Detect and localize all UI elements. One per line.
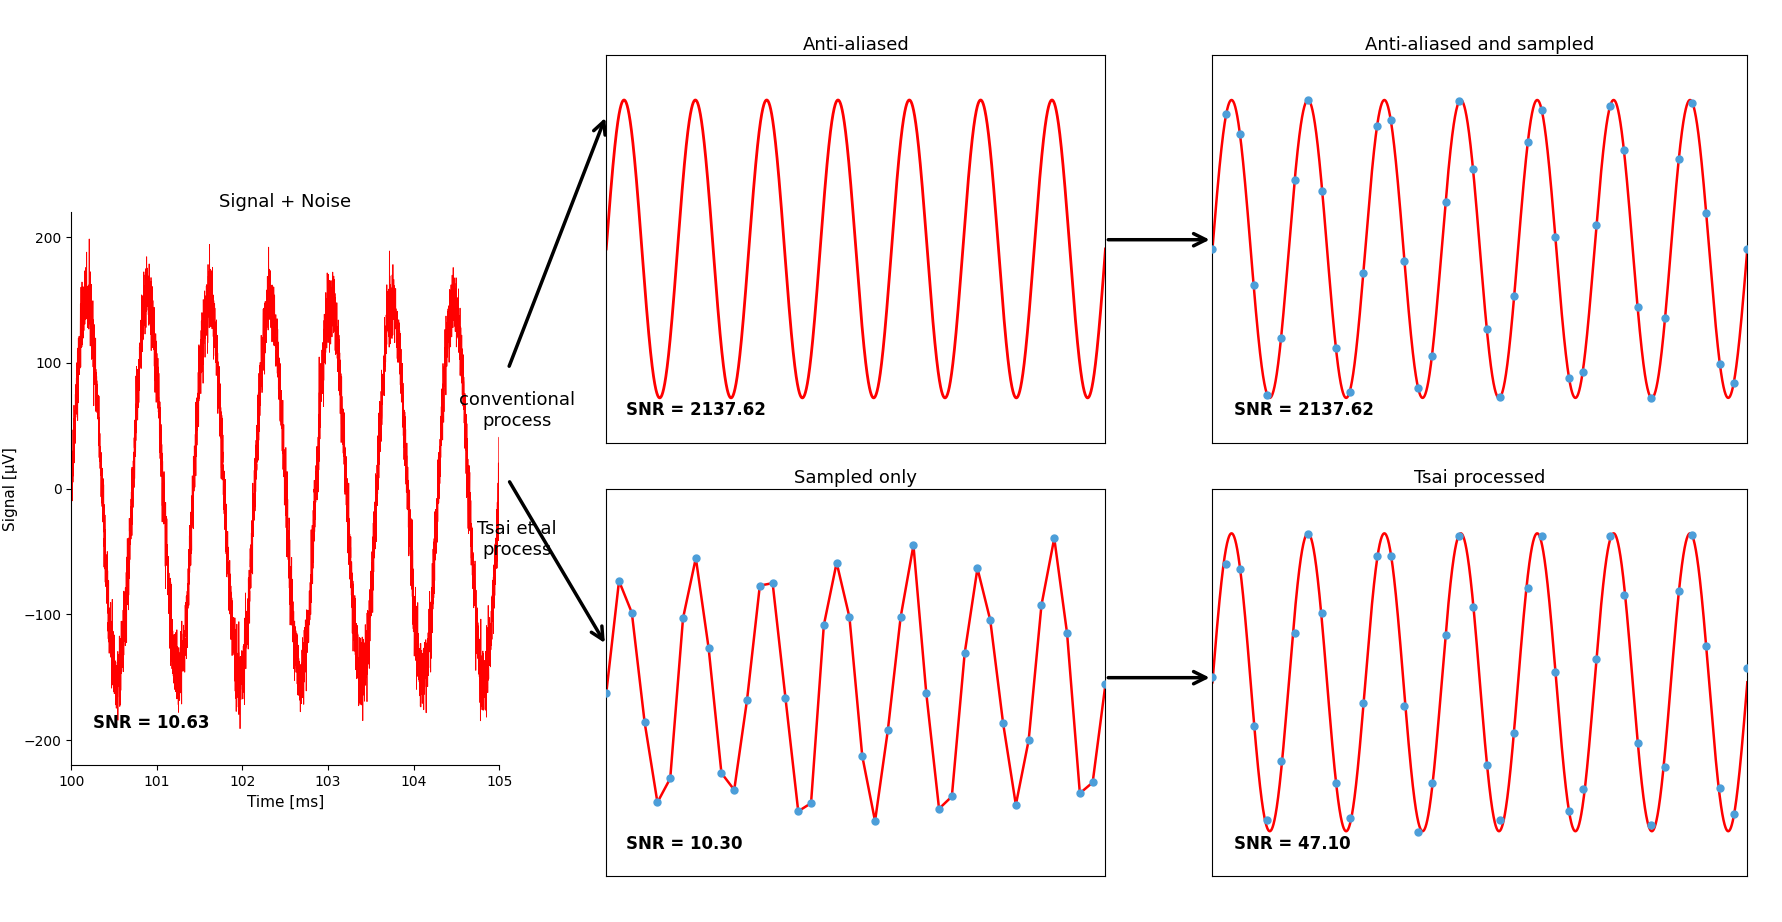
Text: SNR = 2137.62: SNR = 2137.62	[1233, 401, 1372, 420]
Title: Signal + Noise: Signal + Noise	[219, 193, 351, 210]
Y-axis label: Signal [µV]: Signal [µV]	[4, 447, 18, 530]
Title: Anti-aliased and sampled: Anti-aliased and sampled	[1365, 36, 1593, 53]
Text: SNR = 47.10: SNR = 47.10	[1233, 834, 1349, 853]
Title: Sampled only: Sampled only	[795, 469, 916, 487]
Title: Tsai processed: Tsai processed	[1413, 469, 1545, 487]
Text: Tsai et al
process: Tsai et al process	[478, 520, 556, 559]
X-axis label: Time [ms]: Time [ms]	[246, 795, 324, 810]
Title: Anti-aliased: Anti-aliased	[802, 36, 909, 53]
Text: SNR = 2137.62: SNR = 2137.62	[625, 401, 766, 420]
Text: SNR = 10.63: SNR = 10.63	[93, 714, 208, 732]
Text: SNR = 10.30: SNR = 10.30	[625, 834, 743, 853]
Text: conventional
process: conventional process	[458, 391, 576, 430]
